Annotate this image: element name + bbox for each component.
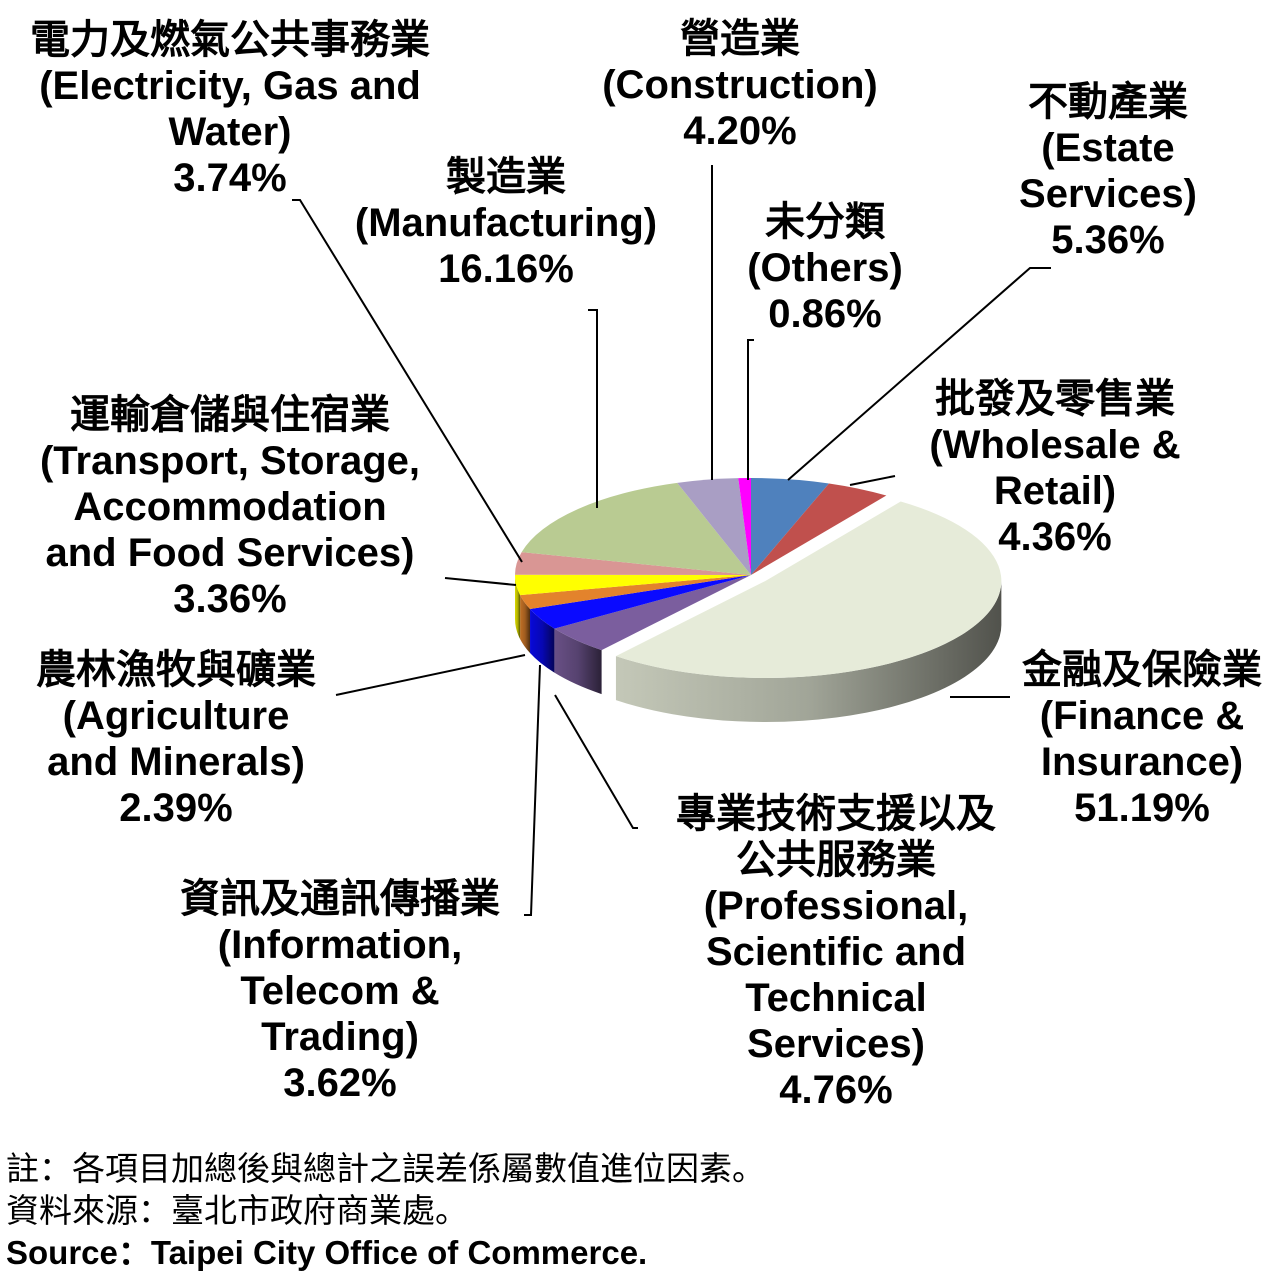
slice-percent-others: 0.86% <box>768 292 881 336</box>
slice-percent-wholesale-retail: 4.36% <box>998 515 1111 559</box>
slice-label-line-estate-services: 不動產業 <box>1028 80 1188 124</box>
slice-side-transport-storage-accommodation-and-food-services <box>515 575 521 640</box>
leader-line-information-telecom-trading <box>524 664 541 916</box>
slice-manufacturing <box>521 482 751 575</box>
slice-label-line-construction: (Construction) <box>602 63 878 107</box>
slice-label-line-estate-services: (Estate <box>1041 126 1174 170</box>
slice-side-professional-scientific-and-technical-services <box>554 628 602 695</box>
slice-label-professional-scientific-and-technical-services: 專業技術支援以及公共服務業(Professional, Scientific an… <box>676 792 996 1112</box>
slice-label-line-manufacturing: 製造業 <box>446 155 566 199</box>
leader-line-estate-services <box>787 267 1051 481</box>
slice-information-telecom-trading <box>530 575 751 629</box>
chart-footnotes: 註：各項目加總後與總計之誤差係屬數值進位因素。 資料來源：臺北市政府商業處。 S… <box>6 1148 765 1274</box>
slice-label-information-telecom-trading: 資訊及通訊傳播業(Information, Telecom & Trading) 3.… <box>180 877 500 1105</box>
slice-label-line-agriculture-and-minerals: and Minerals) <box>47 740 305 784</box>
leader-line-others <box>747 339 754 480</box>
slice-label-line-finance-insurance: Insurance) <box>1041 740 1243 784</box>
slice-percent-estate-services: 5.36% <box>1051 218 1164 262</box>
slice-label-agriculture-and-minerals: 農林漁牧與礦業(Agriculture and Minerals) 2.39% <box>36 647 316 830</box>
leader-line-transport-storage-accommodation-and-food-services <box>444 577 517 586</box>
slice-label-line-others: (Others) <box>747 246 903 290</box>
slice-label-others: 未分類(Others) 0.86% <box>747 200 903 336</box>
slice-label-line-electricity-gas-and-water: (Electricity, Gas and <box>39 64 421 108</box>
slice-label-line-others: 未分類 <box>765 200 886 244</box>
slice-label-line-wholesale-retail: 批發及零售業 <box>935 377 1175 421</box>
leader-line-manufacturing <box>588 309 598 508</box>
slice-percent-transport-storage-accommodation-and-food-services: 3.36% <box>173 577 286 621</box>
slice-label-line-electricity-gas-and-water: 電力及燃氣公共事務業 <box>30 18 430 62</box>
slice-label-transport-storage-accommodation-and-food-services: 運輸倉儲與住宿業(Transport, Storage, Accommodatio… <box>40 393 420 621</box>
leader-lines <box>292 165 1051 916</box>
slice-label-finance-insurance: 金融及保險業(Finance & Insurance) 51.19% <box>1021 647 1262 830</box>
slice-label-line-professional-scientific-and-technical-services: 專業技術支援以及 <box>676 792 996 836</box>
slice-percent-agriculture-and-minerals: 2.39% <box>119 786 232 830</box>
slice-estate-services <box>751 478 829 575</box>
slice-label-line-estate-services: Services) <box>1019 172 1197 216</box>
slice-percent-information-telecom-trading: 3.62% <box>283 1061 396 1105</box>
slice-label-line-wholesale-retail: (Wholesale & <box>929 423 1180 467</box>
slice-label-line-information-telecom-trading: Telecom & <box>240 969 439 1013</box>
slice-percent-manufacturing: 16.16% <box>438 247 574 291</box>
slice-label-manufacturing: 製造業(Manufacturing) 16.16% <box>355 155 657 291</box>
slice-label-estate-services: 不動產業(Estate Services) 5.36% <box>1019 80 1197 262</box>
slice-label-line-professional-scientific-and-technical-services: Technical <box>745 976 927 1020</box>
slice-label-line-transport-storage-accommodation-and-food-services: Accommodation <box>73 485 386 529</box>
slice-label-construction: 營造業(Construction) 4.20% <box>602 17 878 153</box>
slice-label-electricity-gas-and-water: 電力及燃氣公共事務業(Electricity, Gas and Water) 3.7… <box>30 18 430 200</box>
slice-percent-finance-insurance: 51.19% <box>1074 786 1210 830</box>
slice-label-line-professional-scientific-and-technical-services: Scientific and <box>706 930 966 974</box>
footnote-rounding: 註：各項目加總後與總計之誤差係屬數值進位因素。 <box>6 1150 765 1187</box>
slice-label-line-transport-storage-accommodation-and-food-services: and Food Services) <box>46 531 415 575</box>
slice-label-line-finance-insurance: 金融及保險業 <box>1021 647 1262 692</box>
slice-construction <box>677 478 751 575</box>
slice-label-line-manufacturing: (Manufacturing) <box>355 201 657 245</box>
slice-side-information-telecom-trading <box>530 609 555 673</box>
slice-agriculture-and-minerals <box>520 575 751 610</box>
slice-percent-construction: 4.20% <box>683 109 796 153</box>
slice-label-line-professional-scientific-and-technical-services: 公共服務業 <box>736 838 936 882</box>
slice-others <box>738 478 751 575</box>
slice-label-line-electricity-gas-and-water: Water) <box>169 110 292 154</box>
slice-label-line-wholesale-retail: Retail) <box>994 469 1116 513</box>
slice-side-finance-insurance <box>615 580 1002 722</box>
slice-label-line-finance-insurance: (Finance & <box>1040 694 1244 738</box>
pie-slices <box>515 478 1002 722</box>
slice-professional-scientific-and-technical-services <box>554 575 751 651</box>
leader-line-electricity-gas-and-water <box>292 199 523 563</box>
slice-label-line-information-telecom-trading: Trading) <box>261 1015 419 1059</box>
source-english: Source：Taipei City Office of Commerce. <box>6 1234 648 1271</box>
slice-percent-electricity-gas-and-water: 3.74% <box>173 156 286 200</box>
source-chinese: 資料來源：臺北市政府商業處。 <box>6 1192 468 1229</box>
slice-labels: 不動產業(Estate Services) 5.36%批發及零售業(Wholesal… <box>30 17 1262 1112</box>
slice-label-wholesale-retail: 批發及零售業(Wholesale & Retail) 4.36% <box>929 377 1180 559</box>
slice-label-line-information-telecom-trading: 資訊及通訊傳播業 <box>180 877 500 921</box>
leader-line-wholesale-retail <box>849 475 896 486</box>
slice-electricity-gas-and-water <box>515 552 751 575</box>
slice-label-line-professional-scientific-and-technical-services: (Professional, <box>704 884 969 928</box>
leader-line-agriculture-and-minerals <box>335 654 526 696</box>
slice-label-line-agriculture-and-minerals: 農林漁牧與礦業 <box>36 647 316 692</box>
slice-percent-professional-scientific-and-technical-services: 4.76% <box>779 1068 892 1112</box>
slice-wholesale-retail <box>751 483 887 575</box>
slice-label-line-agriculture-and-minerals: (Agriculture <box>63 694 290 738</box>
slice-label-line-professional-scientific-and-technical-services: Services) <box>747 1022 925 1066</box>
slice-label-line-construction: 營造業 <box>680 17 800 61</box>
slice-side-agriculture-and-minerals <box>520 595 531 654</box>
slice-transport-storage-accommodation-and-food-services <box>515 574 751 596</box>
slice-label-line-transport-storage-accommodation-and-food-services: 運輸倉儲與住宿業 <box>70 393 390 437</box>
slice-finance-insurance <box>615 501 1002 678</box>
pie-chart: 不動產業(Estate Services) 5.36%批發及零售業(Wholesal… <box>30 17 1262 1112</box>
leader-line-professional-scientific-and-technical-services <box>554 694 638 829</box>
slice-label-line-transport-storage-accommodation-and-food-services: (Transport, Storage, <box>40 439 420 483</box>
slice-label-line-information-telecom-trading: (Information, <box>218 923 462 967</box>
